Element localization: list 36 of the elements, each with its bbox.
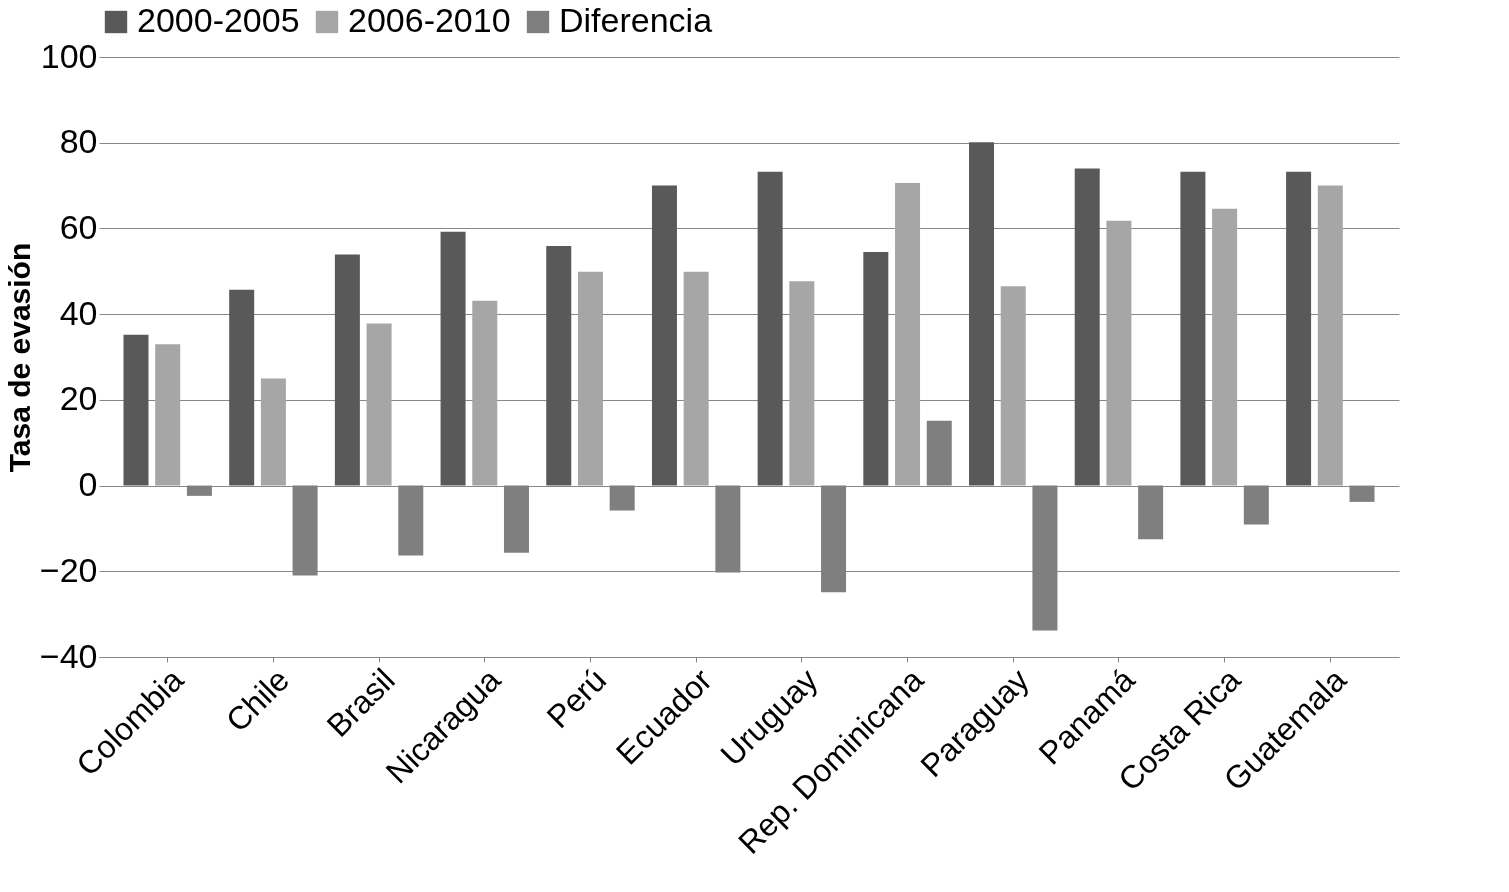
bar [683, 271, 709, 486]
bar [1286, 171, 1312, 486]
bar [1000, 286, 1026, 486]
bar [651, 185, 677, 486]
y-tick-label: −40 [39, 636, 98, 675]
y-tick-label: −20 [39, 550, 98, 589]
bar [472, 300, 498, 486]
bar [546, 246, 572, 486]
bar [757, 171, 783, 486]
bar [366, 323, 392, 486]
bar [969, 142, 995, 486]
y-tick-label: 20 [59, 379, 98, 418]
bar [155, 344, 181, 486]
bar [1074, 168, 1100, 486]
bar [863, 252, 889, 486]
legend-label: 2006-2010 [348, 1, 511, 39]
bar [260, 378, 286, 486]
y-tick-label: 100 [40, 36, 98, 75]
bar [1212, 208, 1238, 486]
bar [123, 334, 149, 486]
bar [440, 231, 466, 486]
legend-label: 2000-2005 [137, 1, 300, 39]
bar [1317, 185, 1343, 486]
y-axis-title: Tasa de evasión [2, 242, 36, 473]
legend-label: Diferencia [559, 1, 713, 39]
bar [334, 254, 360, 486]
y-tick-label: 0 [78, 465, 98, 504]
y-tick-label: 60 [59, 207, 98, 246]
bar [789, 281, 815, 486]
bar [1106, 220, 1132, 486]
bar [895, 183, 921, 486]
y-tick-label: 80 [59, 122, 98, 161]
y-tick-label: 40 [59, 293, 98, 332]
bar [229, 289, 255, 486]
bar [577, 271, 603, 486]
bar [1180, 171, 1206, 486]
